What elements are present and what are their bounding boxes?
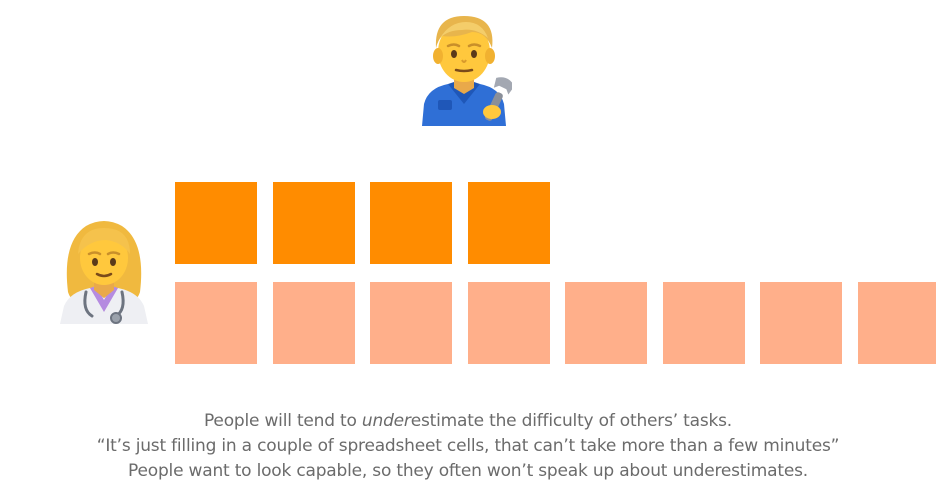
caption-line-3: People want to look capable, so they oft…: [128, 461, 808, 481]
actual-block: [858, 282, 936, 364]
actual-block: [370, 282, 452, 364]
caption-line-2: “It’s just filling in a couple of spread…: [96, 436, 840, 456]
caption-emphasis: under: [361, 411, 411, 431]
actual-block: [175, 282, 257, 364]
estimated-block: [468, 182, 550, 264]
actual-block: [760, 282, 842, 364]
actual-block: [273, 282, 355, 364]
actual-block: [468, 282, 550, 364]
actual-block: [565, 282, 647, 364]
caption-line-1: People will tend to underestimate the di…: [203, 411, 733, 431]
estimated-block: [273, 182, 355, 264]
mechanic-icon: [416, 8, 515, 126]
actual-block: [663, 282, 745, 364]
caption: People will tend to underestimate the di…: [0, 409, 936, 484]
doctor-icon: [56, 212, 152, 324]
estimated-block: [370, 182, 452, 264]
estimated-block: [175, 182, 257, 264]
